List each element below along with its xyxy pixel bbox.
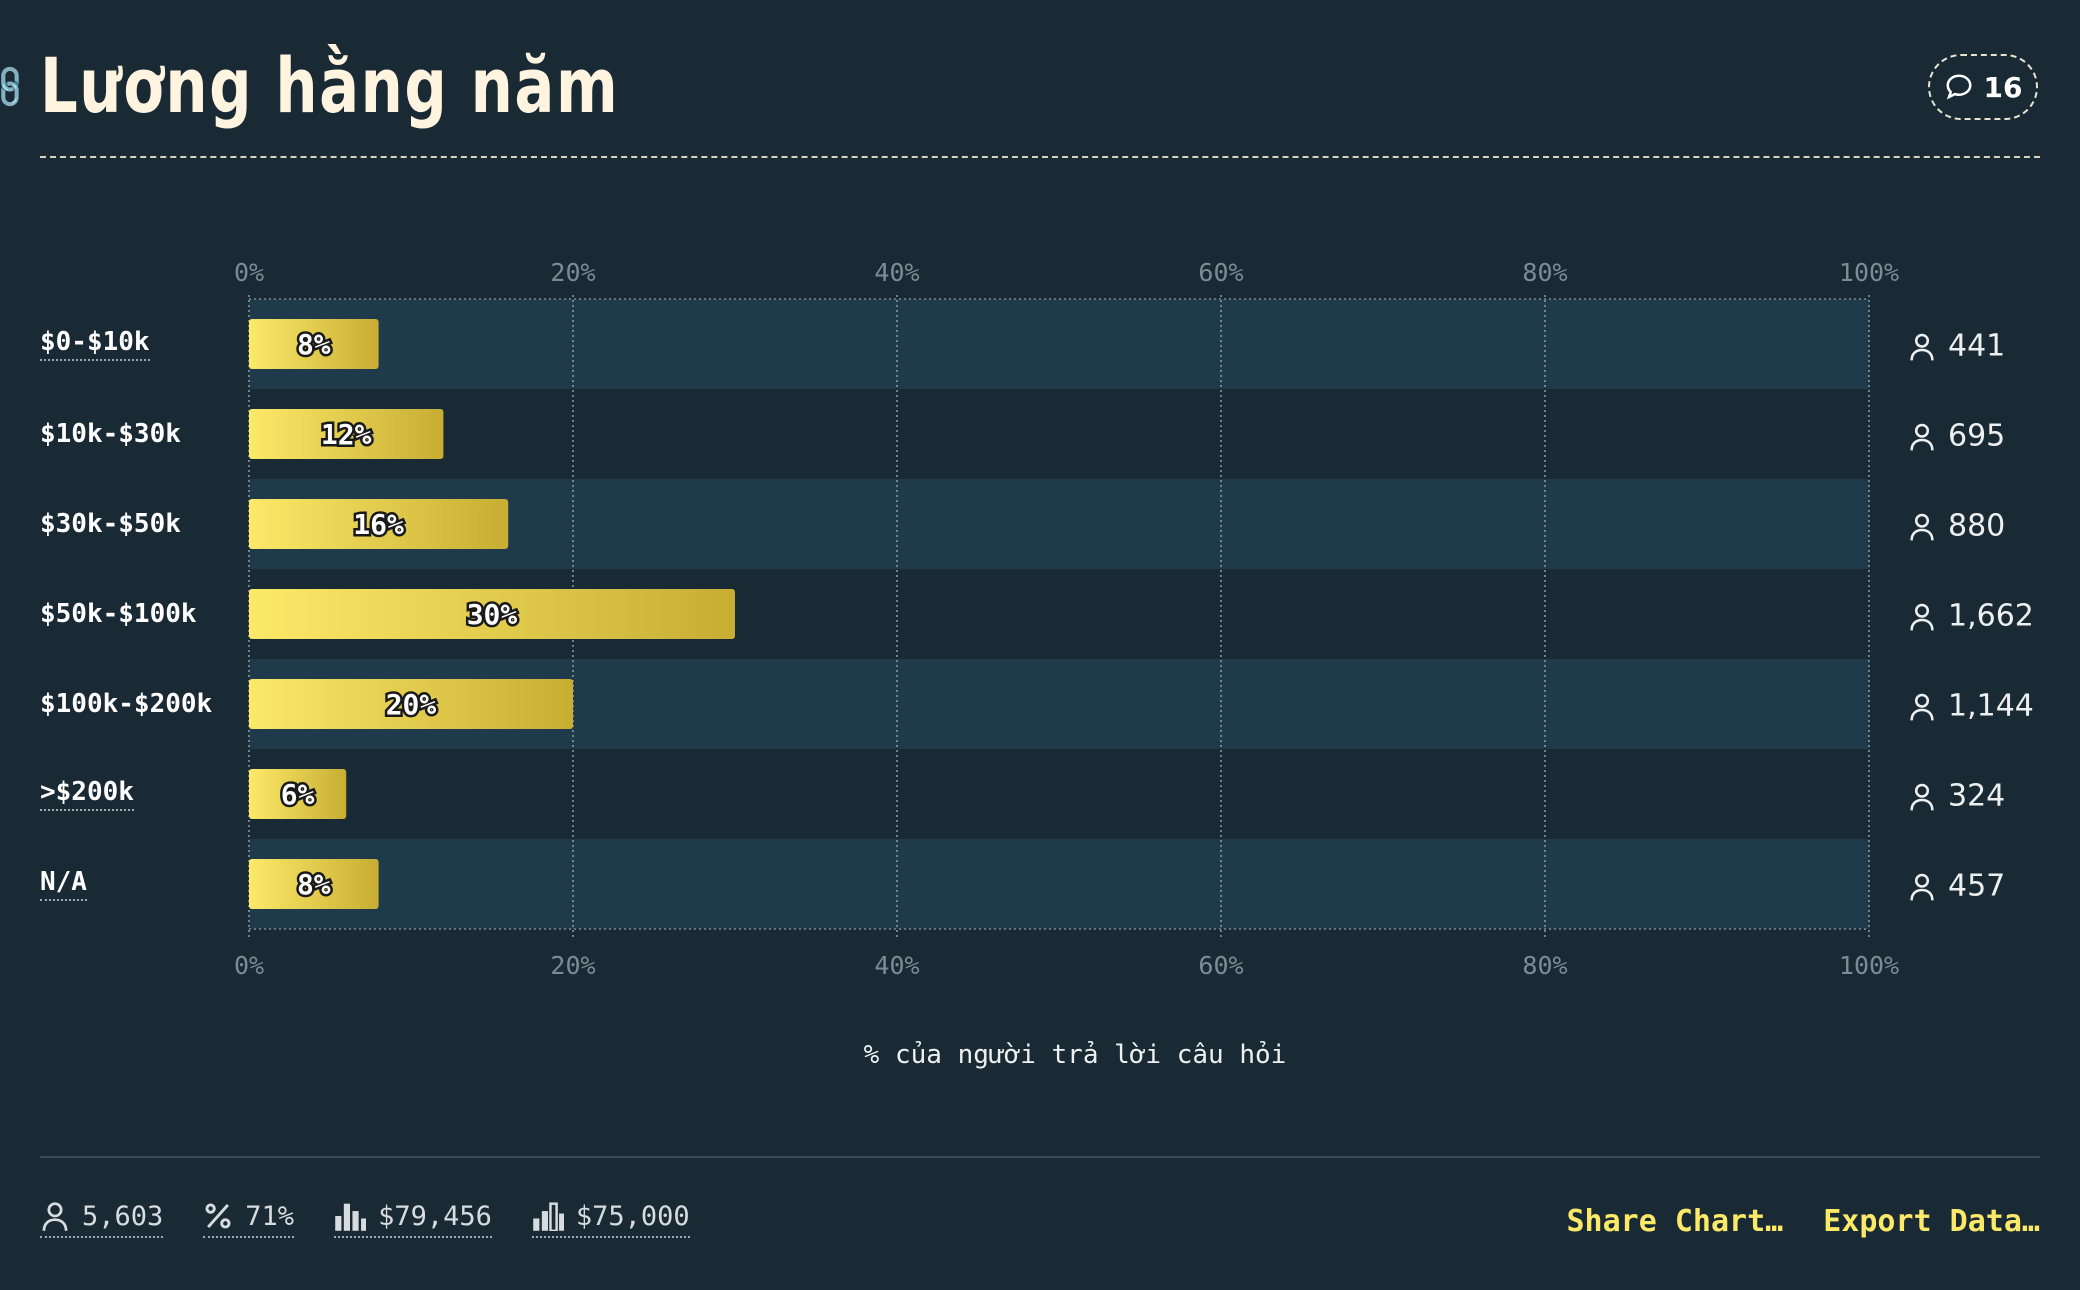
respondent-count-value: 1,662 [1948, 598, 2034, 634]
bar [249, 769, 347, 819]
row-band [249, 479, 1869, 569]
category-label: $50k-$100k [40, 599, 197, 629]
page-title: Lương hằng năm [40, 41, 620, 130]
person-icon [1910, 603, 1934, 630]
respondent-count: 457 [1908, 869, 2005, 904]
comment-count: 16 [1983, 70, 2023, 104]
bar-value-label: 12% [321, 418, 372, 451]
respondent-count-value: 695 [1948, 418, 2006, 454]
x-tick-label-bottom: 0% [234, 951, 264, 980]
respondent-count-value: 1,144 [1948, 688, 2034, 724]
average-value: $79,456 [378, 1200, 492, 1232]
summary-stats: 5,603 71% $79,456 $75,000 [40, 1200, 690, 1238]
bar-value-label: 30% [467, 598, 518, 631]
percent-icon [205, 1203, 231, 1229]
category-label[interactable]: >$200k [40, 777, 134, 811]
x-tick-label-bottom: 60% [1198, 951, 1243, 980]
speech-bubble-icon [1946, 74, 1972, 100]
respondent-count: 1,662 [1908, 599, 2034, 634]
median-stat[interactable]: $75,000 [531, 1200, 690, 1238]
respondent-count-value: 880 [1948, 508, 2006, 544]
percent-stat[interactable]: 71% [203, 1200, 295, 1238]
x-tick-label-top: 80% [1522, 258, 1567, 287]
category-label[interactable]: N/A [40, 867, 87, 901]
footer-divider [40, 1156, 2040, 1158]
x-axis-title: % của người trả lời câu hỏi [863, 1040, 1287, 1070]
x-tick-label-top: 100% [1839, 258, 1899, 287]
row-band [249, 299, 1869, 389]
respondent-count: 880 [1908, 509, 2005, 544]
respondent-count: 695 [1908, 419, 2005, 454]
bar-value-label: 6% [281, 778, 315, 811]
bar [249, 859, 379, 909]
person-icon [1910, 693, 1934, 720]
bar-value-label: 8% [297, 328, 331, 361]
row-band [249, 839, 1869, 929]
person-icon [1910, 513, 1934, 540]
respondent-count: 324 [1908, 779, 2005, 814]
share-chart-link[interactable]: Share Chart… [1566, 1204, 1784, 1239]
bar [249, 589, 735, 639]
median-value: $75,000 [575, 1200, 690, 1232]
respondents-stat[interactable]: 5,603 [40, 1200, 164, 1238]
export-data-link[interactable]: Export Data… [1823, 1204, 2040, 1239]
category-label: $30k-$50k [40, 509, 181, 539]
x-tick-label-bottom: 100% [1839, 951, 1899, 980]
bar-chart-average-icon [335, 1203, 367, 1231]
respondent-count: 1,144 [1908, 689, 2034, 724]
title-divider [40, 156, 2040, 158]
respondents-value: 5,603 [82, 1200, 164, 1232]
respondent-count-value: 457 [1948, 868, 2006, 904]
bar-value-label: 20% [386, 688, 437, 721]
bar-value-label: 16% [353, 508, 404, 541]
bar [249, 499, 509, 549]
respondent-count-value: 324 [1948, 778, 2006, 814]
category-label[interactable]: $0-$10k [40, 327, 150, 361]
bar-value-label: 8% [297, 868, 331, 901]
bar [249, 409, 444, 459]
bar [249, 319, 379, 369]
percent-value: 71% [245, 1200, 295, 1232]
category-label: $100k-$200k [40, 689, 213, 719]
x-tick-label-bottom: 80% [1522, 951, 1567, 980]
bar [249, 679, 573, 729]
person-icon [42, 1202, 68, 1231]
chart-actions: Share Chart… Export Data… [1567, 1204, 2041, 1239]
average-stat[interactable]: $79,456 [334, 1200, 492, 1238]
x-tick-label-top: 0% [234, 258, 264, 287]
person-icon [1910, 873, 1934, 900]
category-label: $10k-$30k [40, 419, 181, 449]
respondent-count: 441 [1908, 329, 2005, 364]
comment-button[interactable]: 16 [1928, 54, 2038, 120]
x-tick-label-top: 60% [1198, 258, 1243, 287]
x-tick-label-top: 40% [874, 258, 919, 287]
x-tick-label-bottom: 20% [550, 951, 595, 980]
x-tick-label-top: 20% [550, 258, 595, 287]
person-icon [1910, 333, 1934, 360]
person-icon [1910, 783, 1934, 810]
bar-chart-median-icon [533, 1202, 564, 1231]
x-tick-label-bottom: 40% [874, 951, 919, 980]
respondent-count-value: 441 [1948, 328, 2006, 364]
person-icon [1910, 423, 1934, 450]
